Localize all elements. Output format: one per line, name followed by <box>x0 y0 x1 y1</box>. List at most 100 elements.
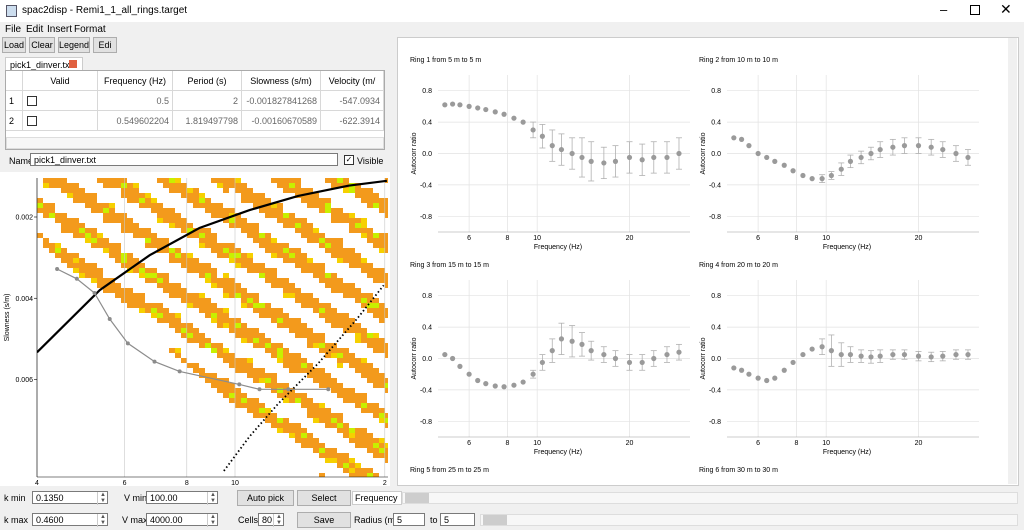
heatmap-cell <box>223 253 229 258</box>
heatmap-cell <box>277 308 283 313</box>
frequency-slider[interactable] <box>402 492 1018 504</box>
vmin-input[interactable]: 100.00 <box>146 491 218 504</box>
vmax-input[interactable]: 4000.00 <box>146 513 218 526</box>
heatmap-cell <box>283 313 289 318</box>
heatmap-cell <box>313 413 319 418</box>
heatmap-cell <box>331 238 337 243</box>
vertical-scrollbar[interactable] <box>1008 38 1017 484</box>
legend-button[interactable]: Legend <box>58 37 90 53</box>
heatmap-cell <box>265 383 271 388</box>
heatmap-cell <box>253 333 259 338</box>
heatmap-cell <box>271 413 277 418</box>
heatmap-cell <box>295 188 301 193</box>
heatmap-cell <box>241 323 247 328</box>
menu-item[interactable]: Format <box>74 24 106 35</box>
heatmap-cell <box>199 308 205 313</box>
heatmap-cell <box>367 228 373 233</box>
spin-button[interactable]: ▲ ▼ <box>207 514 218 527</box>
heatmap-cell <box>259 193 265 198</box>
x-tick-label: 6 <box>756 235 760 242</box>
heatmap-cell <box>265 273 271 278</box>
heatmap-cell <box>133 303 139 308</box>
heatmap-cell <box>295 298 301 303</box>
slider-handle[interactable] <box>483 515 507 525</box>
heatmap-cell <box>229 283 235 288</box>
heatmap-cell <box>205 263 211 268</box>
slider-handle[interactable] <box>405 493 429 503</box>
heatmap-cell <box>217 283 223 288</box>
file-tab[interactable]: pick1_dinver.txt <box>5 57 83 71</box>
table-cell[interactable]: 2 <box>173 91 242 111</box>
checkbox[interactable] <box>27 116 37 126</box>
heatmap-cell <box>313 333 319 338</box>
heatmap-cell <box>349 248 355 253</box>
spin-button[interactable]: ▲ ▼ <box>97 514 108 527</box>
radius-from-input[interactable]: 5 <box>393 513 425 526</box>
heatmap-cell <box>103 213 109 218</box>
heatmap-cell <box>331 323 337 328</box>
clear-button[interactable]: Clear <box>29 37 55 53</box>
heatmap-cell <box>163 213 169 218</box>
save-button[interactable]: Save <box>297 512 351 528</box>
heatmap-cell <box>217 278 223 283</box>
x-axis-label: Frequency (Hz) <box>823 244 871 251</box>
heatmap-cell <box>169 348 175 353</box>
heatmap-cell <box>385 413 388 418</box>
auto-pick-button[interactable]: Auto pick <box>237 490 294 506</box>
table-cell[interactable]: 0.5 <box>98 91 173 111</box>
tab-close[interactable] <box>69 60 77 68</box>
table-cell[interactable]: -547.0934 <box>321 91 384 111</box>
table-cell[interactable]: 0.549602204 <box>98 111 173 131</box>
menu-item[interactable]: Insert <box>47 24 73 35</box>
kmax-input[interactable]: 0.4600 <box>32 513 108 526</box>
heatmap-cell <box>283 363 289 368</box>
heatmap-cell <box>343 458 349 463</box>
heatmap-cell <box>163 308 169 313</box>
radius-slider[interactable] <box>480 514 1018 526</box>
heatmap-cell <box>277 283 283 288</box>
column-header: Frequency (Hz) <box>98 71 173 91</box>
maximize-button[interactable] <box>970 5 980 15</box>
heatmap-cell <box>295 428 301 433</box>
horizontal-scrollbar[interactable] <box>6 137 384 149</box>
heatmap-cell <box>217 388 223 393</box>
table-cell[interactable]: -0.00160670589 <box>242 111 321 131</box>
heatmap-cell <box>343 283 349 288</box>
heatmap-cell <box>325 408 331 413</box>
heatmap-cell <box>61 253 67 258</box>
load-button[interactable]: Load <box>2 37 26 53</box>
table-cell[interactable]: -622.3914 <box>321 111 384 131</box>
edit-button[interactable]: Edi <box>93 37 117 53</box>
spin-button[interactable]: ▲ ▼ <box>207 492 218 505</box>
menu-item[interactable]: Edit <box>26 24 44 35</box>
data-point <box>819 176 825 182</box>
heatmap-cell <box>373 303 379 308</box>
spin-button[interactable]: ▲ ▼ <box>273 514 284 527</box>
heatmap-cell <box>127 193 133 198</box>
minimize-button[interactable]: – <box>940 2 948 17</box>
table-cell[interactable]: -0.001827841268 <box>242 91 321 111</box>
table-cell[interactable]: 1.819497798 <box>173 111 242 131</box>
menu-item[interactable]: File <box>5 24 22 35</box>
cells-input[interactable]: 80 <box>258 513 284 526</box>
close-button[interactable]: ✕ <box>1000 1 1012 17</box>
select-button[interactable]: Select <box>297 490 351 506</box>
valid-cell[interactable] <box>23 111 98 131</box>
radius-to-input[interactable]: 5 <box>440 513 475 526</box>
visible-checkbox[interactable]: ✓ <box>344 155 354 165</box>
heatmap-cell <box>187 258 193 263</box>
name-input[interactable]: pick1_dinver.txt <box>30 153 338 166</box>
heatmap-cell <box>325 308 331 313</box>
checkbox[interactable] <box>27 96 37 106</box>
heatmap-cell <box>127 183 133 188</box>
heatmap-cell <box>259 343 265 348</box>
valid-cell[interactable] <box>23 91 98 111</box>
heatmap-cell <box>157 178 163 183</box>
heatmap-cell <box>289 398 295 403</box>
kmin-input[interactable]: 0.1350 <box>32 491 108 504</box>
spin-button[interactable]: ▲ ▼ <box>97 492 108 505</box>
heatmap-cell <box>283 188 289 193</box>
heatmap-cell <box>67 223 73 228</box>
heatmap-cell <box>247 338 253 343</box>
heatmap-cell <box>355 263 361 268</box>
